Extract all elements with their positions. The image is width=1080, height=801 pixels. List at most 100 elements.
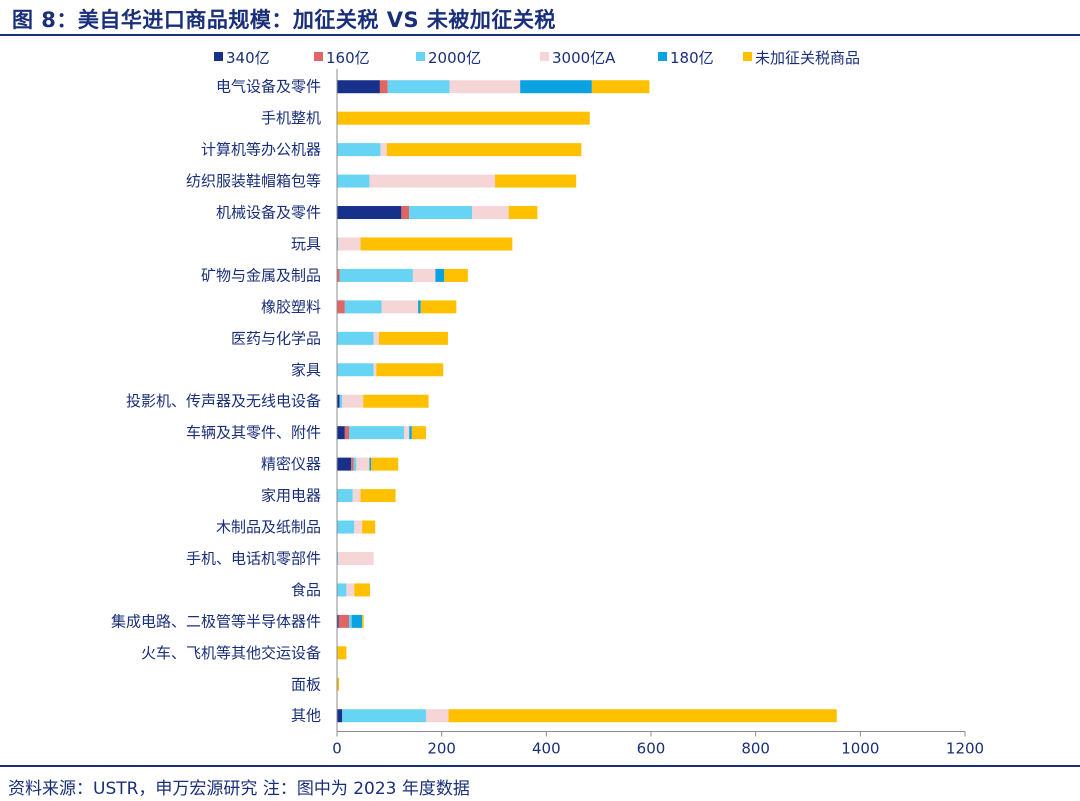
bar-segment xyxy=(418,300,421,314)
category-label: 机械设备及零件 xyxy=(216,204,321,222)
bar-segment xyxy=(337,583,347,597)
category-label: 橡胶塑料 xyxy=(261,298,321,316)
bar-segment xyxy=(337,237,339,251)
bar-segment xyxy=(354,583,370,597)
bar-segment xyxy=(337,614,339,628)
legend-swatch xyxy=(314,52,323,61)
title-rule xyxy=(0,34,1080,36)
figure-title: 图 8：美自华进口商品规模：加征关税 VS 未被加征关税 xyxy=(12,8,556,32)
bar-segment xyxy=(449,80,521,94)
bar-segment xyxy=(337,709,343,723)
category-label: 计算机等办公机器 xyxy=(201,141,321,159)
legend-label: 160亿 xyxy=(326,49,370,67)
bar-segment xyxy=(339,394,343,408)
category-label: 面板 xyxy=(291,675,321,693)
category-label: 木制品及纸制品 xyxy=(216,518,321,536)
bar-segment xyxy=(346,583,355,597)
bar-segment xyxy=(425,709,449,723)
category-label: 投影机、传声器及无线电设备 xyxy=(126,392,321,410)
bar-segment xyxy=(356,457,370,471)
bar-segment xyxy=(337,80,380,94)
bar-segment xyxy=(337,646,347,660)
bar-segment xyxy=(371,457,399,471)
bar-segment xyxy=(349,426,404,440)
bar-segment xyxy=(337,363,374,377)
bar-segment xyxy=(337,551,339,565)
legend-swatch xyxy=(540,52,549,61)
bar-segment xyxy=(495,174,577,188)
bar-segment xyxy=(337,268,340,282)
bar-segment xyxy=(435,268,445,282)
bar-segment xyxy=(349,614,352,628)
bar-segment xyxy=(338,614,350,628)
bar-segment xyxy=(337,111,590,125)
bar-segment xyxy=(337,489,353,503)
category-label: 车辆及其零件、附件 xyxy=(186,424,321,442)
bar-segment xyxy=(360,489,396,503)
legend-swatch xyxy=(658,52,667,61)
bar-segment xyxy=(369,174,496,188)
legend-label: 340亿 xyxy=(226,49,270,67)
category-label: 玩具 xyxy=(291,235,321,253)
bar-segment xyxy=(448,709,837,723)
bar-segment xyxy=(411,426,426,440)
x-tick-label: 1000 xyxy=(841,739,879,757)
bar-segment xyxy=(337,426,345,440)
legend-label: 180亿 xyxy=(670,49,714,67)
bar-segment xyxy=(337,174,370,188)
bar-segment xyxy=(337,143,381,157)
bar-segment xyxy=(369,457,372,471)
legend-swatch xyxy=(743,52,752,61)
legend-label: 3000亿A xyxy=(552,49,616,67)
bar-segment xyxy=(353,457,357,471)
bar-segment xyxy=(378,331,448,345)
category-label: 手机、电话机零部件 xyxy=(186,549,321,567)
stacked-bar-chart: 340亿 160亿 2000亿 3000亿A 180亿 未加征关税商品 电气设备及零件手机… xyxy=(111,49,984,757)
bar-segment xyxy=(337,206,402,220)
bar-segment xyxy=(386,143,582,157)
chart-legend: 340亿 160亿 2000亿 3000亿A 180亿 未加征关税商品 xyxy=(214,49,860,67)
bar-segment xyxy=(351,457,354,471)
bar-segment xyxy=(339,268,413,282)
category-label: 电气设备及零件 xyxy=(216,78,321,96)
bar-segment xyxy=(362,614,364,628)
legend-label: 未加征关税商品 xyxy=(755,49,860,67)
category-label: 家具 xyxy=(291,361,321,379)
x-tick-label: 1200 xyxy=(946,739,984,757)
bar-segment xyxy=(344,426,350,440)
bar-segment xyxy=(337,300,345,314)
bar-segment xyxy=(412,268,436,282)
bar-segment xyxy=(508,206,538,220)
category-label: 集成电路、二极管等半导体器件 xyxy=(111,612,321,630)
x-tick-label: 400 xyxy=(532,739,561,757)
category-label: 火车、飞机等其他交运设备 xyxy=(141,644,321,662)
x-tick-label: 200 xyxy=(427,739,456,757)
source-note: 资料来源：USTR，申万宏源研究 注：图中为 2023 年度数据 xyxy=(8,779,470,799)
bar-segment xyxy=(409,426,412,440)
footer-rule xyxy=(0,765,1080,767)
bar-segment xyxy=(409,206,473,220)
bar-segment xyxy=(420,300,457,314)
plot-area: 电气设备及零件手机整机计算机等办公机器纺织服装鞋帽箱包等机械设备及零件玩具矿物与… xyxy=(111,69,984,757)
legend-swatch xyxy=(416,52,425,61)
x-tick-label: 0 xyxy=(332,739,342,757)
x-tick-label: 800 xyxy=(741,739,770,757)
bar-segment xyxy=(472,206,509,220)
bar-segment xyxy=(363,394,429,408)
category-label: 纺织服装鞋帽箱包等 xyxy=(186,172,321,190)
bar-segment xyxy=(360,237,513,251)
category-label: 家用电器 xyxy=(261,487,321,505)
bar-segment xyxy=(337,677,340,691)
bar-segment xyxy=(376,363,444,377)
bar-segment xyxy=(337,520,355,534)
bar-segment xyxy=(373,363,377,377)
bar-segment xyxy=(591,80,650,94)
bar-segment xyxy=(381,300,419,314)
bar-segment xyxy=(380,143,387,157)
bar-segment xyxy=(379,80,388,94)
category-label: 精密仪器 xyxy=(261,455,321,473)
category-label: 矿物与金属及制品 xyxy=(201,266,321,284)
bar-segment xyxy=(520,80,592,94)
bar-segment xyxy=(338,237,361,251)
bar-segment xyxy=(337,394,340,408)
